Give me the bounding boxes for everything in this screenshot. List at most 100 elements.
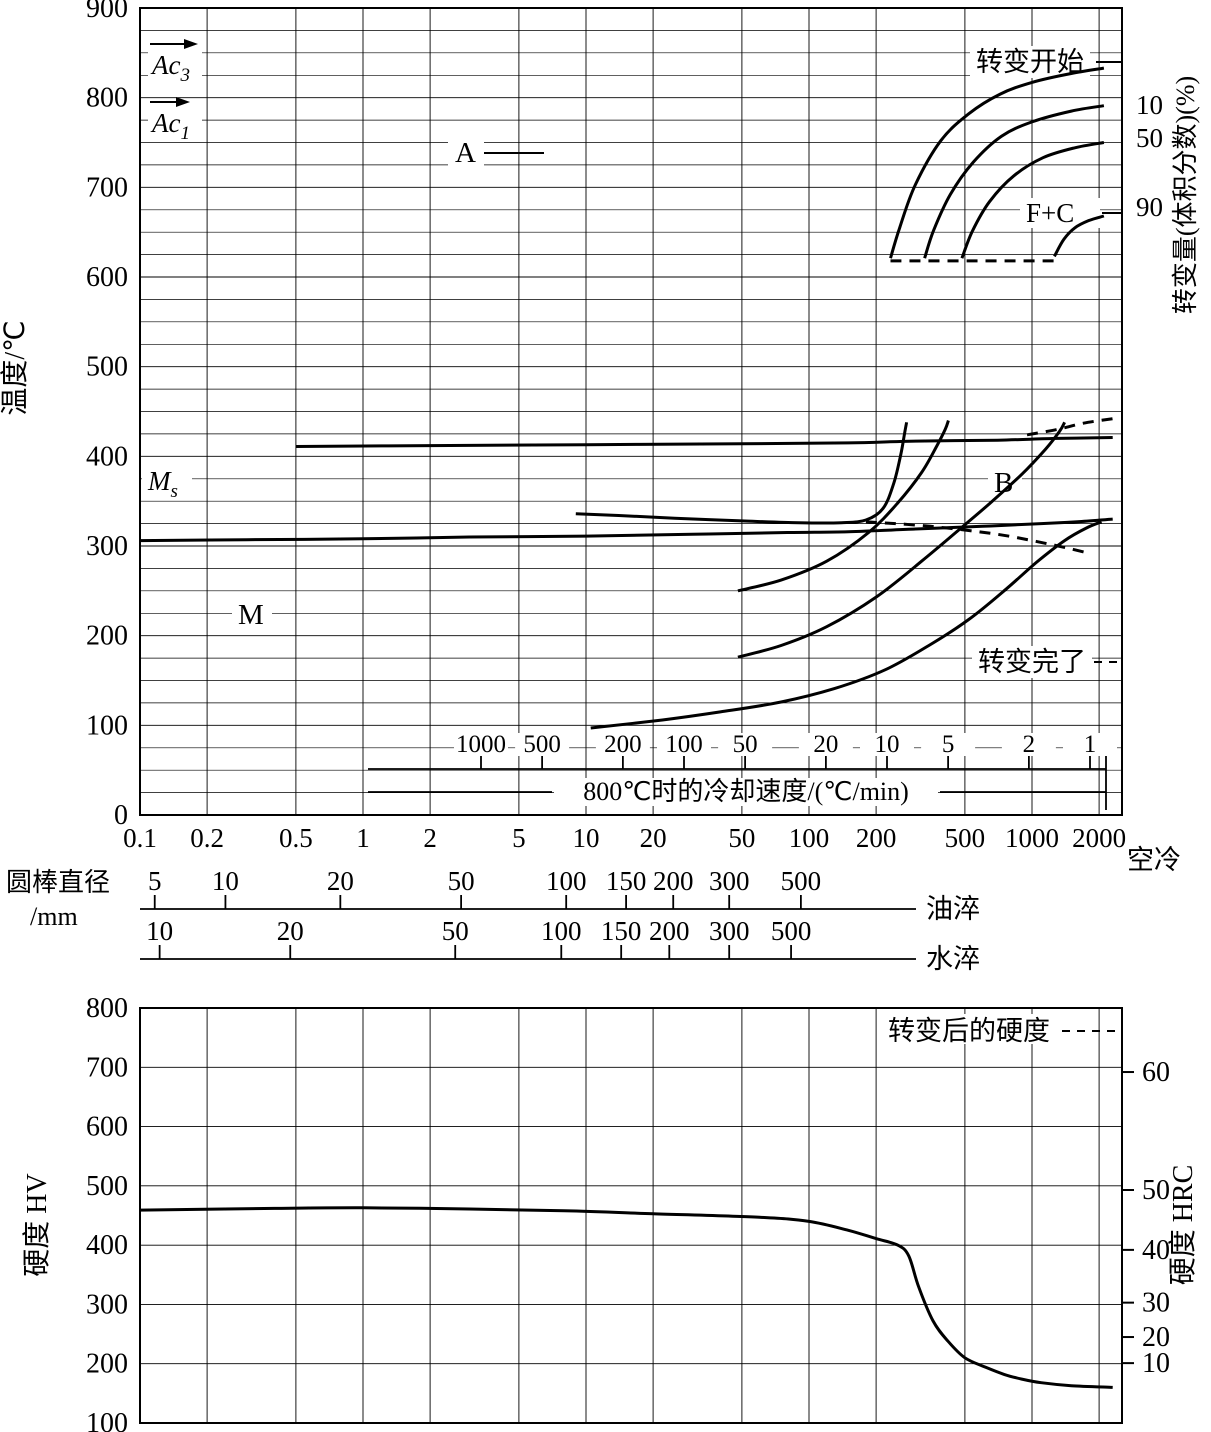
x-tick-label: 5 <box>512 823 526 853</box>
temp-tick-label: 300 <box>86 531 128 562</box>
water-quench-tick: 50 <box>442 916 469 946</box>
oil-quench-tick: 300 <box>709 866 750 896</box>
water-quench-tick: 150 <box>601 916 642 946</box>
hv-tick-label: 200 <box>86 1349 128 1380</box>
bainite-upper-line <box>295 436 1113 448</box>
transformed-50pct-curve <box>960 141 1105 259</box>
x-tick-label: 500 <box>945 823 986 853</box>
water-quench-tick: 500 <box>771 916 812 946</box>
fraction-axis-label: 转变量(体积分数)(%) <box>1171 76 1200 314</box>
transformation-start-label: 转变开始 <box>976 47 1084 77</box>
cct-plot-border <box>139 7 1123 816</box>
x-tick-label: 2000 <box>1072 823 1126 853</box>
ac1-label: Ac1 <box>150 108 190 144</box>
hrc-tick-label: 10 <box>1142 1348 1170 1379</box>
water-quench-label: 水淬 <box>926 944 980 974</box>
hv-tick-label: 400 <box>86 1230 128 1261</box>
air-cooling-label: 空冷 <box>1127 845 1181 875</box>
ms-line <box>139 517 1113 543</box>
bainite-start-mid <box>737 420 950 593</box>
oil-quench-label: 油淬 <box>926 894 980 924</box>
cooling-rate-axis-label: 800℃时的冷却速度/(℃/min) <box>583 777 909 806</box>
water-quench-tick: 20 <box>277 916 304 946</box>
x-tick-label: 100 <box>789 823 830 853</box>
x-tick-label: 0.5 <box>279 823 313 853</box>
hardness-curve <box>139 1206 1113 1389</box>
oil-quench-tick: 500 <box>781 866 822 896</box>
x-tick-label: 20 <box>640 823 667 853</box>
x-tick-label: 200 <box>856 823 897 853</box>
ms-label: Ms <box>147 466 178 502</box>
hrc-tick-label: 20 <box>1142 1322 1170 1353</box>
oil-quench-tick: 200 <box>653 866 694 896</box>
transformation-start-curve <box>889 66 1105 259</box>
hv-tick-label: 300 <box>86 1289 128 1320</box>
water-quench-tick: 10 <box>146 916 173 946</box>
hrc-axis-label: 硬度 HRC <box>1167 1165 1199 1286</box>
hv-tick-label: 800 <box>86 993 128 1024</box>
oil-quench-tick: 10 <box>212 866 239 896</box>
oil-quench-tick: 100 <box>546 866 587 896</box>
cooling-rate-tick: 50 <box>733 731 758 758</box>
cooling-rate-tick: 200 <box>604 731 642 758</box>
water-quench-tick: 200 <box>649 916 690 946</box>
oil-quench-tick: 20 <box>327 866 354 896</box>
transformation-finish-curve <box>590 520 1103 730</box>
hv-tick-label: 500 <box>86 1171 128 1202</box>
bainite-upper-dashed <box>1026 417 1113 437</box>
transformation-finish-label: 转变完了 <box>978 647 1086 677</box>
cooling-rate-tick: 10 <box>875 731 900 758</box>
water-quench-tick: 300 <box>709 916 750 946</box>
cooling-rate-tick: 1 <box>1084 731 1097 758</box>
cooling-rate-tick: 100 <box>665 731 703 758</box>
transformed-10pct-curve <box>923 104 1105 259</box>
austenite-label: A <box>455 137 476 169</box>
transformed-fraction-tick: 50 <box>1136 123 1163 153</box>
temp-tick-label: 800 <box>86 83 128 114</box>
martensite-label: M <box>238 599 264 631</box>
oil-quench-tick: 150 <box>606 866 647 896</box>
hardness-title: 转变后的硬度 <box>888 1016 1050 1046</box>
x-tick-label: 0.2 <box>190 823 224 853</box>
hrc-tick-label: 50 <box>1142 1175 1170 1206</box>
cooling-rate-tick: 1000 <box>456 731 506 758</box>
cooling-rate-tick: 5 <box>942 731 955 758</box>
hv-tick-label: 600 <box>86 1112 128 1143</box>
ac3-arrow <box>184 39 198 49</box>
bainite-finish-mid <box>737 421 1066 659</box>
cooling-rate-tick: 2 <box>1023 731 1036 758</box>
hv-tick-label: 700 <box>86 1052 128 1083</box>
temp-tick-label: 900 <box>86 0 128 24</box>
temp-tick-label: 100 <box>86 710 128 741</box>
temp-tick-label: 700 <box>86 172 128 203</box>
x-tick-label: 1000 <box>1005 823 1059 853</box>
transformed-fraction-tick: 90 <box>1136 192 1163 222</box>
cooling-rate-tick: 500 <box>523 731 561 758</box>
temp-tick-label: 0 <box>114 800 128 831</box>
hrc-tick-label: 60 <box>1142 1057 1170 1088</box>
temp-tick-label: 600 <box>86 262 128 293</box>
oil-quench-tick: 50 <box>448 866 475 896</box>
x-tick-label: 2 <box>423 823 437 853</box>
hv-axis-label: 硬度 HV <box>21 1173 53 1276</box>
bainite-start-fast <box>575 422 909 525</box>
transformed-90pct-curve <box>1053 214 1105 258</box>
ac1-arrow <box>176 97 190 107</box>
diameter-unit: /mm <box>30 902 78 931</box>
hv-tick-label: 100 <box>86 1408 128 1432</box>
x-tick-label: 0.1 <box>123 823 157 853</box>
hardness-plot-border <box>139 1007 1123 1424</box>
bainite-label: B <box>994 467 1013 499</box>
x-tick-label: 10 <box>573 823 600 853</box>
x-tick-label: 1 <box>356 823 370 853</box>
temperature-axis-label: 温度/℃ <box>0 320 31 415</box>
ms-depressed-dashed <box>865 520 1090 555</box>
diameter-heading: 圆棒直径 <box>6 868 110 897</box>
ferrite-carbide-label: F+C <box>1026 198 1074 228</box>
hardness-chart: 转变后的硬度 100 200 300 400 500 600 700 800 60 50 40 3020… <box>21 993 1199 1432</box>
temp-tick-label: 200 <box>86 621 128 652</box>
